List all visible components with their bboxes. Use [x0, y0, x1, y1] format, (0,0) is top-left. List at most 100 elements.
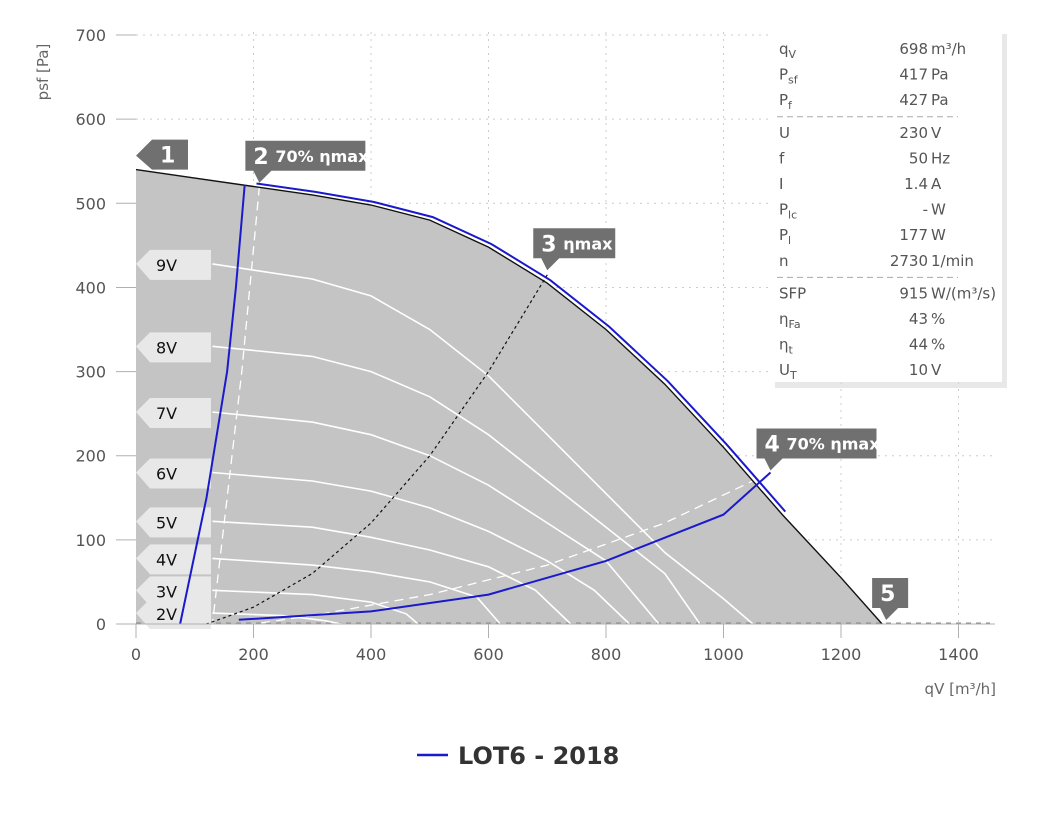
series-line: [179, 184, 246, 625]
marker-box: [136, 139, 188, 170]
voltage-label: 6V: [156, 465, 177, 484]
info-key: UT: [779, 361, 797, 382]
y-tick-label: 100: [75, 531, 106, 550]
info-unit: V: [931, 361, 942, 379]
info-unit: A: [931, 175, 942, 193]
x-tick-label: 1400: [938, 645, 979, 664]
info-unit: W: [931, 201, 946, 219]
marker-box: [756, 428, 877, 471]
series-line: [238, 471, 772, 621]
voltage-label: 2V: [156, 605, 177, 624]
y-tick-label: 200: [75, 447, 106, 466]
info-value: 177: [899, 226, 928, 244]
info-value: 43: [909, 310, 928, 328]
info-value: 2730: [890, 252, 928, 270]
voltage-tag: [136, 458, 211, 489]
info-key: ηFa: [779, 310, 801, 331]
info-value: -: [923, 201, 928, 219]
info-value: 50: [909, 149, 928, 167]
voltage-curve: [212, 263, 754, 625]
voltage-curve: [212, 345, 701, 625]
voltage-tag: [136, 576, 211, 607]
info-key: n: [779, 252, 789, 270]
y-tick-label: 400: [75, 278, 106, 297]
info-unit: %: [931, 336, 945, 354]
marker-number: 2: [253, 145, 268, 170]
voltage-label: 9V: [156, 256, 177, 275]
info-key: U: [779, 124, 790, 142]
info-unit: 1/min: [931, 252, 974, 270]
info-unit: Pa: [931, 91, 949, 109]
info-unit: W/(m³/s): [931, 284, 996, 302]
info-value: 1.4: [904, 175, 928, 193]
y-tick-label: 700: [75, 26, 106, 45]
x-tick-label: 800: [591, 645, 622, 664]
legend: LOT6 - 2018: [417, 742, 619, 770]
voltage-tag: [136, 332, 211, 363]
marker-box: [872, 578, 909, 620]
info-value: 230: [899, 124, 928, 142]
info-key: SFP: [779, 284, 806, 302]
x-tick-label: 1000: [703, 645, 744, 664]
y-tick-label: 500: [75, 194, 106, 213]
info-unit: W: [931, 226, 946, 244]
x-tick-label: 1200: [821, 645, 862, 664]
voltage-label: 7V: [156, 404, 177, 423]
info-value: 427: [899, 91, 928, 109]
marker-text: 70% ηmax: [787, 435, 881, 454]
info-value: 44: [909, 336, 928, 354]
legend-label: LOT6 - 2018: [458, 742, 619, 770]
voltage-curve: [212, 612, 342, 625]
y-tick-label: 300: [75, 363, 106, 382]
x-tick-label: 200: [238, 645, 269, 664]
voltage-label: 4V: [156, 550, 177, 569]
x-tick-label: 0: [131, 645, 141, 664]
voltage-tag: [136, 507, 211, 538]
marker-box: [245, 140, 366, 183]
info-key: Pf: [779, 91, 793, 112]
info-value: 698: [899, 40, 928, 58]
series-envelope: [256, 182, 787, 513]
x-tick-label: 400: [356, 645, 387, 664]
marker-number: 1: [160, 144, 175, 169]
y-tick-label: 0: [96, 615, 106, 634]
voltage-tag: [136, 397, 211, 428]
voltage-label: 3V: [156, 582, 177, 601]
axes: qV [m³/h] psf [Pa] 010020030040050060070…: [34, 26, 996, 698]
voltage-label: 5V: [156, 513, 177, 532]
info-key: f: [779, 149, 785, 167]
max-curve: [135, 168, 883, 625]
y-tick-label: 600: [75, 110, 106, 129]
voltage-curve: [212, 471, 631, 625]
info-key: Plc: [779, 201, 797, 222]
x-tick-label: 600: [473, 645, 504, 664]
info-unit: Pa: [931, 66, 949, 84]
voltage-curve: [212, 557, 501, 625]
voltage-curve: [212, 411, 660, 625]
info-unit: Hz: [931, 149, 950, 167]
marker-box: [533, 228, 616, 271]
info-value: 10: [909, 361, 928, 379]
info-value: 915: [899, 284, 928, 302]
marker-text: 70% ηmax: [275, 147, 369, 166]
info-key: I: [779, 175, 783, 193]
info-key: Pl: [779, 226, 791, 247]
voltage-tag: [136, 249, 211, 280]
marker-number: 5: [880, 582, 895, 607]
voltage-curve: [212, 520, 572, 625]
marker-number: 3: [541, 232, 556, 257]
x-axis-label: qV [m³/h]: [925, 680, 996, 698]
y-axis-label: psf [Pa]: [34, 44, 52, 101]
markers: 1 2 70% ηmax 3 ηmax 4 70% ηmax 5: [136, 139, 909, 620]
voltage-label: 8V: [156, 338, 177, 357]
efficiency-line: [211, 186, 261, 625]
info-key: qV: [779, 40, 797, 61]
info-unit: %: [931, 310, 945, 328]
info-key: Psf: [779, 66, 799, 87]
info-key: ηt: [779, 336, 794, 357]
info-panel-bg: [770, 30, 1002, 382]
voltage-tag: [136, 599, 211, 630]
